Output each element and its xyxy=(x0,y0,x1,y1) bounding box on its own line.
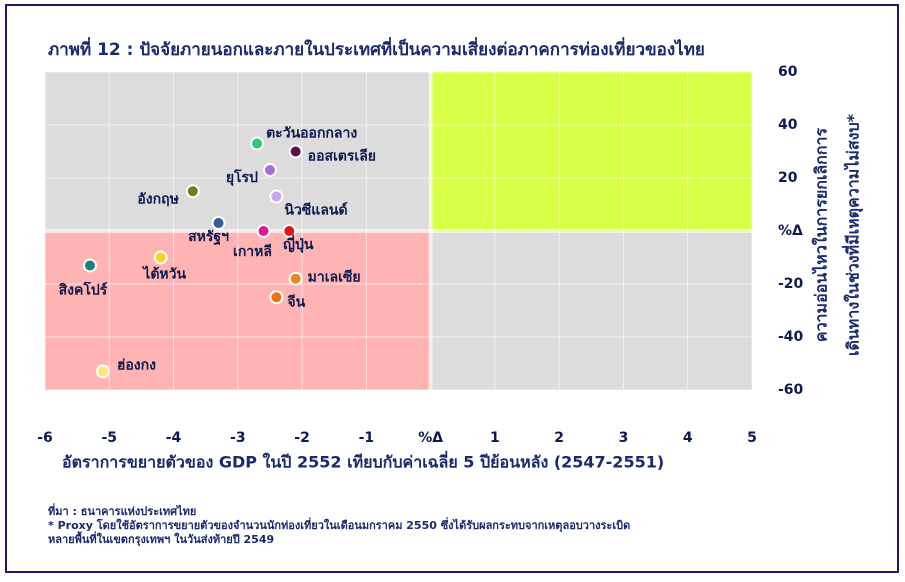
point-label: ออสเตรเลีย xyxy=(308,149,376,165)
chart-title: ภาพที่ 12 : ปัจจัยภายนอกและภายในประเทศที… xyxy=(48,37,705,60)
data-point xyxy=(288,144,303,159)
y-axis-label: เดินทางในช่วงที่มีเหตุความไม่สงบ* xyxy=(842,113,864,356)
point-label: สิงคโปร์ xyxy=(58,280,108,298)
point-label: ฮ่องกง xyxy=(117,357,156,373)
point-label: ไต้หวัน xyxy=(141,265,186,283)
data-point xyxy=(282,224,297,238)
x-tick-label: -3 xyxy=(230,430,246,446)
point-label: เกาหลี xyxy=(233,244,272,260)
data-point xyxy=(185,184,200,199)
y-tick-label: -20 xyxy=(778,276,804,292)
point-label: มาเลเซีย xyxy=(308,270,361,286)
data-point xyxy=(250,136,265,151)
x-tick-label: 4 xyxy=(683,430,693,446)
point-label: จีน xyxy=(287,294,306,310)
data-point xyxy=(211,216,226,231)
quadrant xyxy=(430,231,752,390)
y-tick-label: 40 xyxy=(778,117,798,133)
x-axis-label: อัตราการขยายตัวของ GDP ในปี 2552 เทียบกั… xyxy=(62,451,664,472)
y-tick-label: 60 xyxy=(778,64,798,80)
quadrant xyxy=(430,72,752,231)
y-tick-label: 20 xyxy=(778,170,798,186)
data-point xyxy=(256,224,271,238)
data-point xyxy=(269,189,284,204)
data-point xyxy=(262,163,277,178)
y-tick-label: %Δ xyxy=(778,223,803,239)
x-tick-label: -4 xyxy=(166,430,182,446)
source-note: ที่มา : ธนาคารแห่งประเทศไทย xyxy=(48,503,196,518)
x-tick-label: -5 xyxy=(101,430,117,446)
point-label: สหรัฐฯ xyxy=(188,229,229,246)
point-label: อังกฤษ xyxy=(137,191,178,207)
x-tick-label: -2 xyxy=(294,430,310,446)
x-tick-label: 5 xyxy=(747,430,757,446)
data-point xyxy=(269,290,284,305)
point-label: ตะวันออกกลาง xyxy=(266,126,357,142)
point-label: ยุโรป xyxy=(226,168,258,186)
data-point xyxy=(82,258,97,273)
data-point xyxy=(288,271,303,286)
data-point xyxy=(153,250,168,265)
x-tick-label: 2 xyxy=(554,430,564,446)
y-tick-label: -40 xyxy=(778,329,804,345)
x-tick-label: 1 xyxy=(490,430,500,446)
x-tick-label: %Δ xyxy=(418,430,443,446)
x-tick-label: -6 xyxy=(37,430,53,446)
footnote: * Proxy โดยใช้อัตราการขยายตัวของจำนวนนัก… xyxy=(48,517,630,533)
y-axis-label: ความอ่อนไหวในการยกเลิกการ xyxy=(812,127,831,342)
x-tick-label: 3 xyxy=(619,430,629,446)
data-point xyxy=(95,364,110,379)
point-label: ญี่ปุ่น xyxy=(283,234,314,253)
x-tick-label: -1 xyxy=(359,430,375,446)
frame xyxy=(5,4,899,573)
point-label: นิวซีแลนด์ xyxy=(284,202,347,219)
y-tick-label: -60 xyxy=(778,382,804,398)
footnote: หลายพื้นที่ในเขตกรุงเทพฯ ในวันส่งท้ายปี … xyxy=(48,531,274,547)
